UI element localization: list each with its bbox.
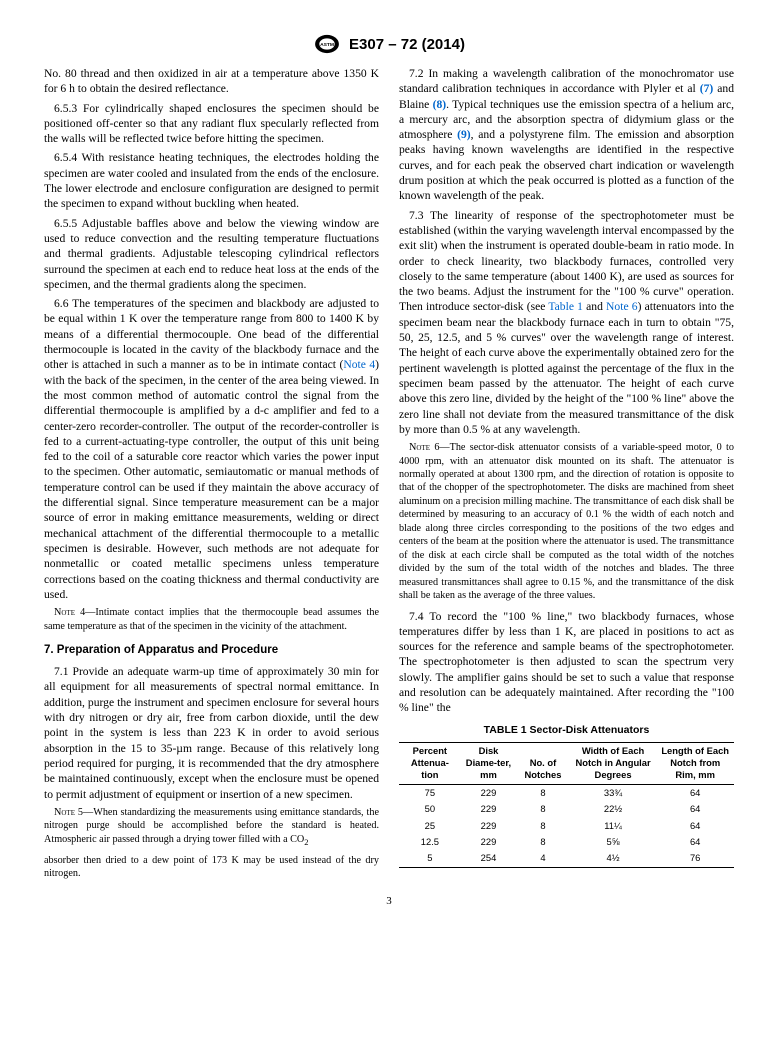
table-1: TABLE 1 Sector-Disk Attenuators Percent … [399,724,734,868]
para-6-5-3: 6.5.3 For cylindrically shaped enclosure… [44,101,379,147]
note4-ref[interactable]: Note 4 [343,358,375,371]
para-7-3: 7.3 The linearity of response of the spe… [399,208,734,437]
svg-text:ASTM: ASTM [320,42,334,48]
note-5-part2: absorber then dried to a dew point of 17… [44,854,379,881]
document-number: E307 – 72 (2014) [349,36,465,53]
para-6-5-4: 6.5.4 With resistance heating techniques… [44,150,379,211]
note6-ref[interactable]: Note 6 [606,300,638,313]
table-row: 75229833¾64 [399,784,734,801]
table-row: 12.522985⅝64 [399,834,734,850]
para-6-5-5: 6.5.5 Adjustable baffles above and below… [44,216,379,292]
table1-ref[interactable]: Table 1 [548,300,583,313]
ref-9[interactable]: (9) [457,128,471,141]
th-width: Width of Each Notch in Angular Degrees [570,742,657,784]
para-7-4: 7.4 To record the "100 % line," two blac… [399,609,734,716]
astm-logo: ASTM [313,32,341,56]
table-row: 50229822½64 [399,801,734,817]
sector-disk-table: Percent Attenua-tion Disk Diame-ter, mm … [399,742,734,868]
table-1-title: TABLE 1 Sector-Disk Attenuators [399,724,734,738]
table-row: 25229811¼64 [399,818,734,834]
body-columns: No. 80 thread and then oxidized in air a… [44,66,734,881]
ref-7[interactable]: (7) [700,82,714,95]
para-7-2: 7.2 In making a wavelength calibration o… [399,66,734,204]
note-4: Note 4—Intimate contact implies that the… [44,606,379,633]
table-row: 525444½76 [399,850,734,867]
th-attenuation: Percent Attenua-tion [399,742,461,784]
page-header: ASTM E307 – 72 (2014) [44,32,734,56]
note-5-part1: Note 5—When standardizing the measuremen… [44,806,379,848]
th-notches: No. of Notches [516,742,569,784]
note-6: Note 6—The sector-disk attenuator consis… [399,441,734,602]
section-7-heading: 7. Preparation of Apparatus and Procedur… [44,643,379,658]
page-number: 3 [44,895,734,907]
para-7-1: 7.1 Provide an adequate warm-up time of … [44,664,379,802]
para-6-6: 6.6 The temperatures of the specimen and… [44,296,379,602]
ref-8[interactable]: (8) [433,98,447,111]
th-diameter: Disk Diame-ter, mm [461,742,517,784]
para-6-5-2-cont: No. 80 thread and then oxidized in air a… [44,66,379,97]
th-length: Length of Each Notch from Rim, mm [656,742,734,784]
